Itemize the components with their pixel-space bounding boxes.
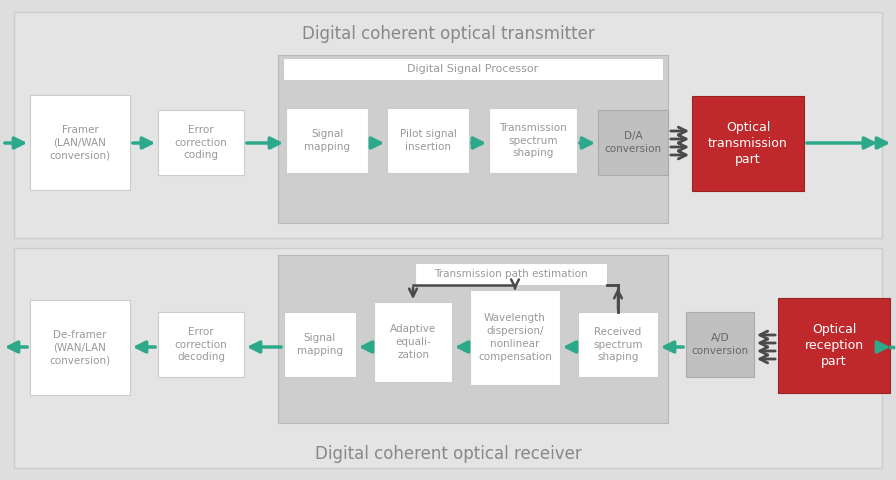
Bar — [598, 110, 668, 175]
Text: Signal
mapping: Signal mapping — [297, 333, 343, 356]
Text: Transmission path estimation: Transmission path estimation — [435, 269, 588, 279]
Text: Adaptive
equali-
zation: Adaptive equali- zation — [390, 324, 436, 360]
Bar — [14, 248, 882, 468]
Bar — [278, 55, 668, 223]
Bar — [30, 300, 130, 395]
Text: Digital coherent optical transmitter: Digital coherent optical transmitter — [302, 25, 594, 43]
Bar — [470, 290, 560, 385]
Bar — [158, 312, 244, 377]
Bar — [692, 96, 804, 191]
Bar — [686, 312, 754, 377]
Bar — [778, 298, 890, 393]
Bar — [30, 95, 130, 190]
Text: Transmission
spectrum
shaping: Transmission spectrum shaping — [499, 123, 567, 158]
Text: D/A
conversion: D/A conversion — [605, 131, 661, 154]
Bar — [387, 108, 469, 173]
Text: Pilot signal
insertion: Pilot signal insertion — [400, 129, 456, 152]
Text: A/D
conversion: A/D conversion — [692, 333, 748, 356]
Text: Received
spectrum
shaping: Received spectrum shaping — [593, 327, 642, 362]
Text: Optical
transmission
part: Optical transmission part — [708, 120, 788, 167]
Text: De-framer
(WAN/LAN
conversion): De-framer (WAN/LAN conversion) — [49, 330, 110, 365]
Bar — [374, 302, 452, 382]
Bar — [415, 263, 607, 285]
Text: Signal
mapping: Signal mapping — [304, 129, 350, 152]
Bar — [158, 110, 244, 175]
Text: Error
correction
decoding: Error correction decoding — [175, 327, 228, 362]
Bar — [578, 312, 658, 377]
Bar — [286, 108, 368, 173]
Text: Wavelength
dispersion/
nonlinear
compensation: Wavelength dispersion/ nonlinear compens… — [478, 313, 552, 362]
Text: Framer
(LAN/WAN
conversion): Framer (LAN/WAN conversion) — [49, 125, 110, 160]
Text: Digital Signal Processor: Digital Signal Processor — [408, 64, 538, 74]
Bar — [14, 12, 882, 238]
Bar — [284, 312, 356, 377]
Text: Digital coherent optical receiver: Digital coherent optical receiver — [314, 445, 582, 463]
Bar — [283, 58, 663, 80]
Bar — [489, 108, 577, 173]
Text: Optical
reception
part: Optical reception part — [805, 323, 864, 369]
Text: Error
correction
coding: Error correction coding — [175, 125, 228, 160]
Bar — [278, 255, 668, 423]
